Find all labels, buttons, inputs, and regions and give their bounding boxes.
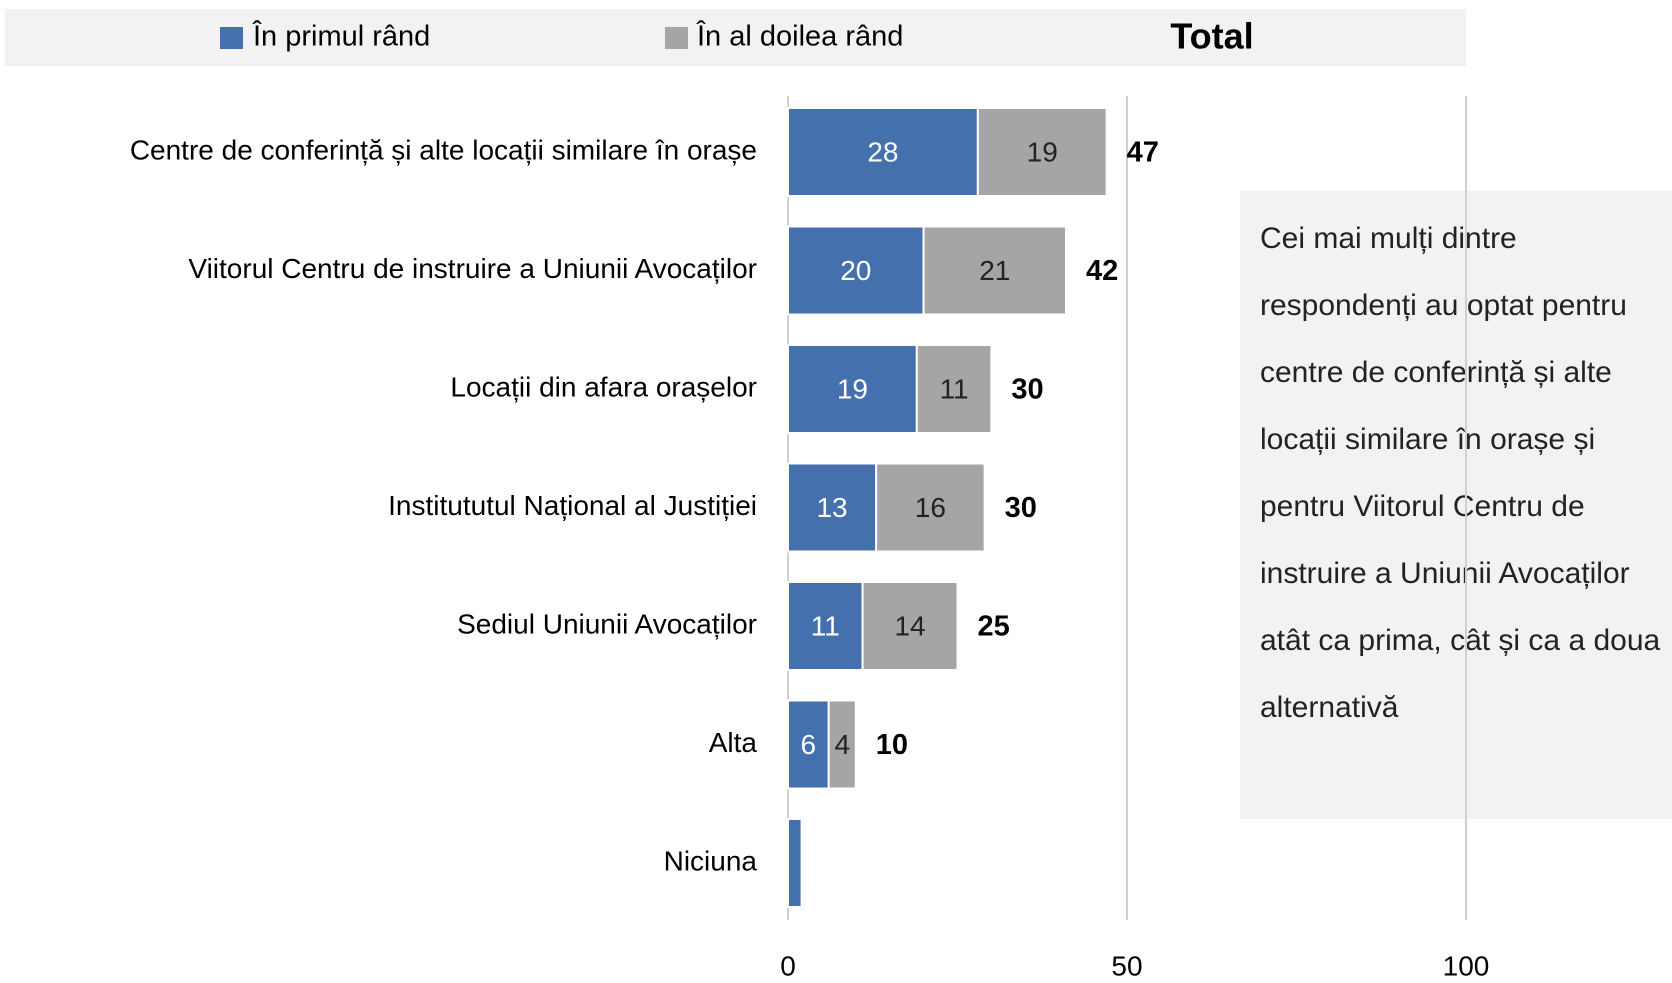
data-label: 16	[915, 492, 946, 523]
legend-band	[5, 9, 1466, 66]
category-label: Locații din afara orașelor	[450, 371, 757, 402]
bar	[787, 462, 878, 553]
bar	[915, 344, 993, 434]
data-label: 28	[867, 136, 898, 167]
total-label: 30	[1011, 374, 1043, 406]
data-label: 19	[837, 373, 868, 404]
annotation: Cei mai mulți dintre respondenți au opta…	[1240, 191, 1672, 819]
bar	[787, 225, 925, 316]
x-tick-label: 50	[1111, 950, 1142, 981]
legend-swatch	[220, 27, 243, 49]
data-label: 20	[840, 255, 871, 286]
total-label: 25	[978, 611, 1010, 643]
legend-total: Total	[1170, 16, 1253, 57]
bar	[875, 462, 986, 553]
data-label: 13	[816, 492, 847, 523]
category-label: Institututul Național al Justiției	[388, 490, 757, 521]
bar	[827, 699, 857, 790]
bar	[787, 699, 830, 790]
data-label: 11	[940, 373, 969, 404]
data-label: 4	[834, 729, 850, 760]
bar	[787, 344, 918, 434]
x-tick-label: 100	[1443, 950, 1490, 981]
total-label: 30	[1005, 492, 1037, 524]
data-label: 6	[801, 729, 817, 760]
data-label: 19	[1027, 136, 1058, 167]
bar	[922, 225, 1067, 316]
category-label: Viitorul Centru de instruire a Uniunii A…	[188, 253, 757, 284]
total-label: 10	[876, 729, 908, 761]
x-tick-label: 0	[780, 950, 796, 981]
total-label: 42	[1086, 255, 1118, 287]
bar	[861, 581, 959, 671]
legend-label: În al doilea rând	[696, 20, 903, 53]
category-label: Sediul Uniunii Avocaților	[457, 608, 757, 639]
data-label: 11	[811, 610, 840, 641]
category-label: Niciuna	[664, 845, 758, 876]
bar	[787, 818, 803, 908]
total-label: 47	[1127, 137, 1159, 169]
legend-swatch	[665, 27, 688, 49]
data-label: 21	[979, 255, 1010, 286]
data-label: 14	[894, 610, 925, 641]
category-label: Centre de conferință și alte locații sim…	[130, 134, 757, 165]
category-label: Alta	[709, 727, 758, 758]
bar	[976, 107, 1108, 197]
legend-label: În primul rând	[252, 20, 430, 53]
